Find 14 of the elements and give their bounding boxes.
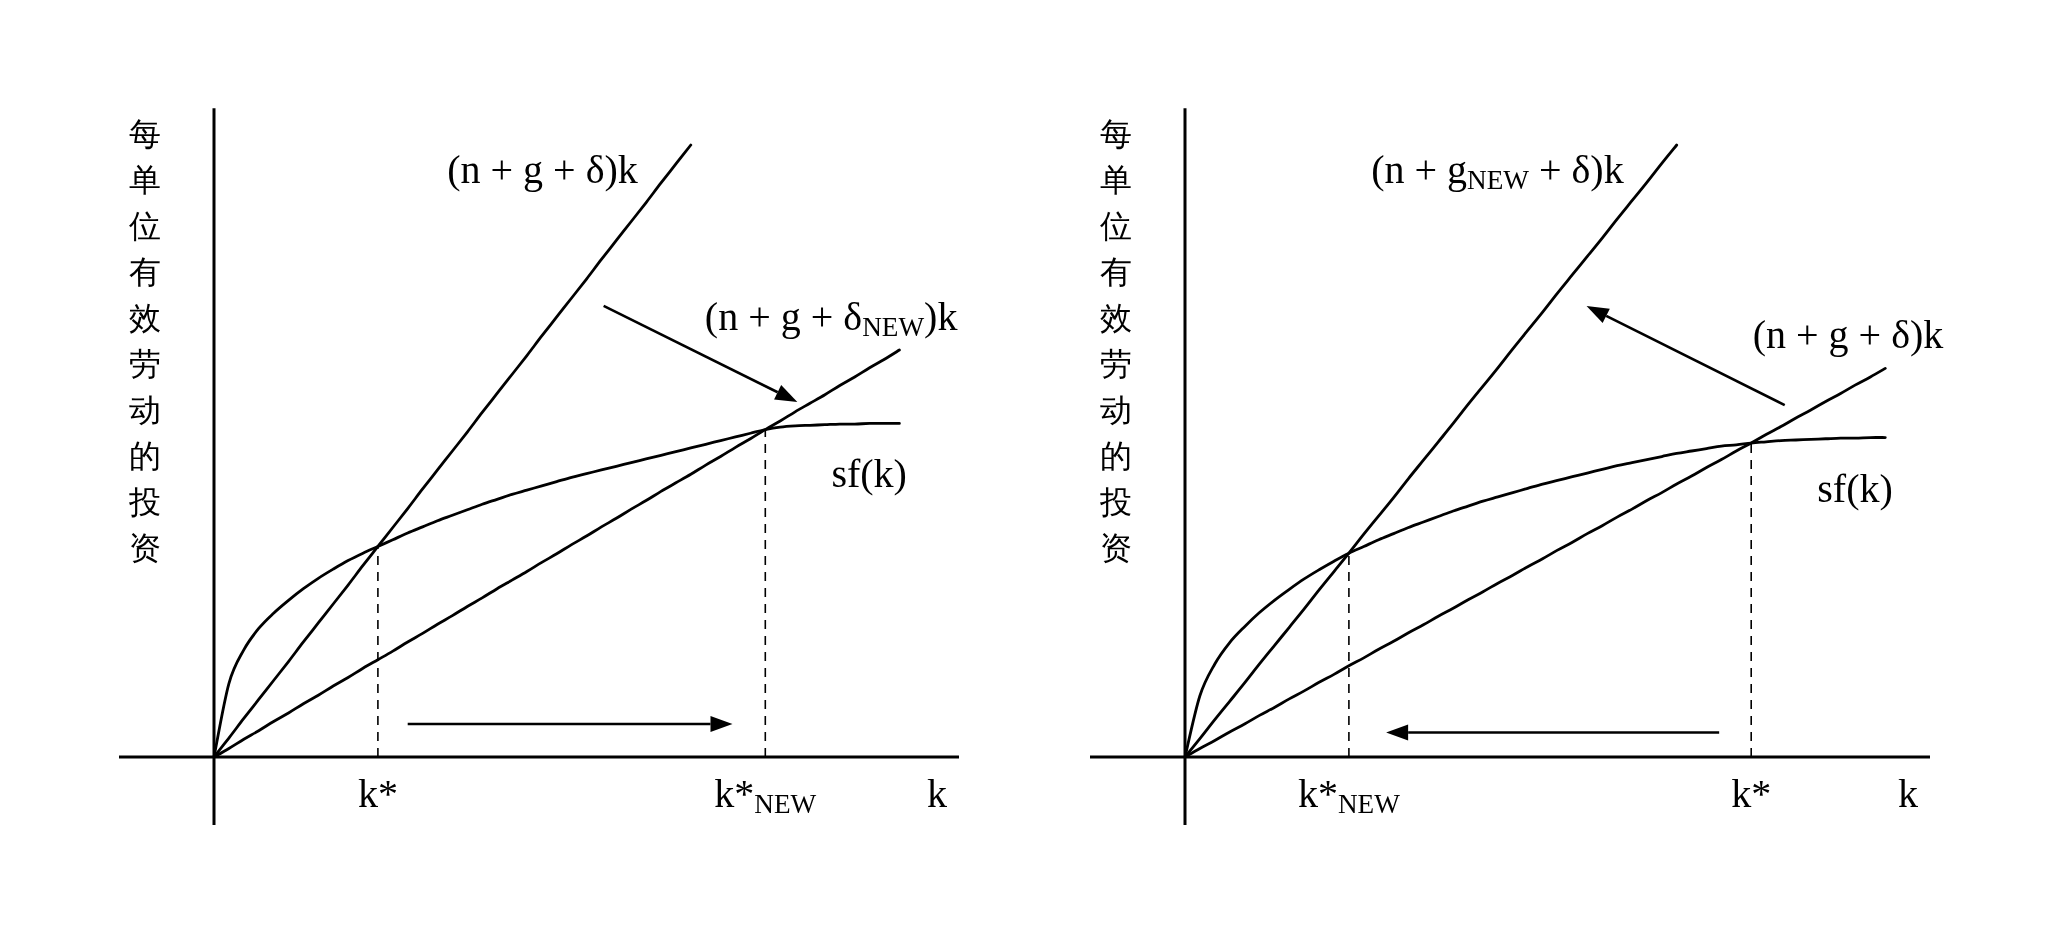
x-tick-label: k*$_{NEW}$ bbox=[1297, 771, 1401, 819]
series-label: sf(k) bbox=[1817, 465, 1893, 511]
text: 每单位有效劳动的投资 bbox=[129, 115, 161, 567]
series-label: (n + g$_{NEW}$ + δ)k bbox=[1371, 147, 1624, 195]
x-axis-title: k bbox=[1898, 771, 1918, 816]
series-label: (n + g + δ$_{NEW}$)k bbox=[704, 294, 958, 342]
series-label: sf(k) bbox=[831, 451, 907, 497]
series-label: (n + g + δ)k bbox=[447, 147, 638, 192]
x-tick-label: k* bbox=[357, 771, 398, 816]
x-tick-label: k*$_{NEW}$ bbox=[714, 771, 817, 819]
x-tick-label: k* bbox=[1731, 771, 1772, 816]
text: 每单位有效劳动的投资 bbox=[1100, 115, 1132, 567]
x-axis-title: k bbox=[927, 771, 947, 816]
series-label: (n + g + δ)k bbox=[1752, 312, 1944, 358]
